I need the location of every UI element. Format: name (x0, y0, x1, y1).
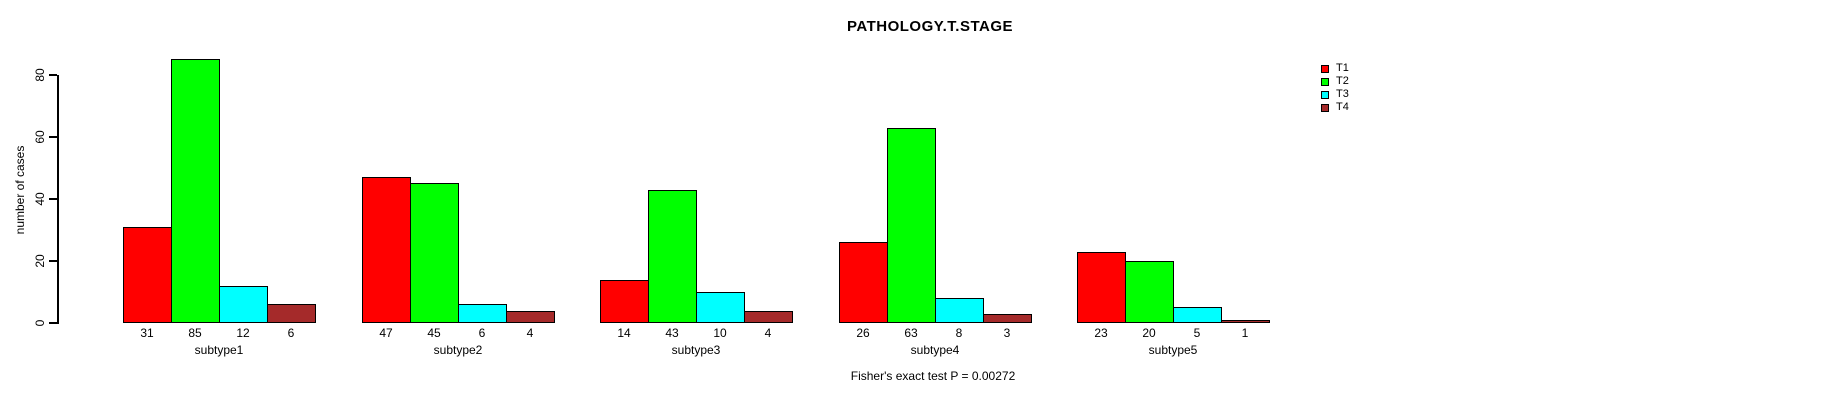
bar-value-label-subtype3-T2: 43 (665, 326, 679, 340)
legend-item-T4: T4 (1321, 101, 1349, 114)
bar-subtype5-T2 (1125, 261, 1174, 323)
y-tick-80 (49, 74, 57, 76)
bar-value-label-subtype4-T4: 3 (1003, 326, 1011, 340)
bar-subtype1-T1 (123, 227, 172, 323)
y-axis-line (57, 75, 59, 324)
bar-value-label-subtype5-T3: 5 (1193, 326, 1201, 340)
y-tick-label-60: 60 (33, 130, 47, 144)
bar-value-label-subtype4-T3: 8 (955, 326, 963, 340)
chart-title: PATHOLOGY.T.STAGE (846, 18, 1014, 35)
legend-swatch-T2 (1321, 77, 1329, 86)
y-tick-label-40: 40 (33, 192, 47, 206)
bar-subtype3-T3 (696, 292, 745, 323)
bar-value-label-subtype3-T1: 14 (617, 326, 631, 340)
legend-item-T2: T2 (1321, 75, 1349, 88)
bar-subtype2-T2 (410, 183, 459, 323)
y-tick-40 (49, 198, 57, 200)
bar-subtype2-T4 (506, 311, 555, 323)
bar-value-label-subtype5-T4: 1 (1241, 326, 1249, 340)
legend-label-T4: T4 (1336, 101, 1349, 113)
bar-subtype5-T3 (1173, 307, 1222, 323)
legend-item-T3: T3 (1321, 88, 1349, 101)
category-label-subtype1: subtype1 (194, 343, 244, 357)
fisher-test-annotation: Fisher's exact test P = 0.00272 (850, 369, 1016, 383)
bar-subtype4-T1 (839, 242, 888, 323)
bar-subtype3-T4 (744, 311, 793, 323)
bar-value-label-subtype1-T1: 31 (140, 326, 154, 340)
bar-subtype5-T4 (1221, 320, 1270, 323)
bar-subtype1-T3 (219, 286, 268, 323)
bar-subtype2-T1 (362, 177, 411, 323)
bar-value-label-subtype2-T4: 4 (526, 326, 534, 340)
bar-subtype5-T1 (1077, 252, 1126, 323)
legend-label-T1: T1 (1336, 62, 1349, 74)
bar-value-label-subtype1-T4: 6 (287, 326, 295, 340)
bar-value-label-subtype1-T3: 12 (236, 326, 250, 340)
y-tick-20 (49, 260, 57, 262)
category-label-subtype5: subtype5 (1148, 343, 1198, 357)
bar-subtype3-T1 (600, 280, 649, 323)
legend-label-T2: T2 (1336, 75, 1349, 87)
bar-value-label-subtype5-T2: 20 (1142, 326, 1156, 340)
bar-subtype3-T2 (648, 190, 697, 323)
bar-subtype2-T3 (458, 304, 507, 323)
legend-swatch-T3 (1321, 90, 1329, 99)
bar-subtype4-T2 (887, 128, 936, 323)
y-axis-label: number of cases (13, 145, 27, 235)
y-tick-label-20: 20 (33, 254, 47, 268)
y-tick-label-0: 0 (33, 319, 47, 327)
legend-item-T1: T1 (1321, 62, 1349, 75)
bar-value-label-subtype4-T2: 63 (904, 326, 918, 340)
bar-value-label-subtype1-T2: 85 (188, 326, 202, 340)
y-tick-label-80: 80 (33, 68, 47, 82)
bar-subtype1-T4 (267, 304, 316, 323)
bar-value-label-subtype3-T4: 4 (764, 326, 772, 340)
bar-value-label-subtype2-T1: 47 (379, 326, 393, 340)
bar-value-label-subtype4-T1: 26 (856, 326, 870, 340)
y-tick-60 (49, 136, 57, 138)
category-label-subtype3: subtype3 (671, 343, 721, 357)
bar-subtype4-T4 (983, 314, 1032, 323)
legend-label-T3: T3 (1336, 88, 1349, 100)
legend: T1 T2 T3 T4 (1321, 62, 1349, 114)
bar-subtype4-T3 (935, 298, 984, 323)
y-tick-0 (49, 322, 57, 324)
category-label-subtype4: subtype4 (910, 343, 960, 357)
legend-swatch-T4 (1321, 103, 1329, 112)
legend-swatch-T1 (1321, 64, 1329, 73)
bar-value-label-subtype2-T3: 6 (478, 326, 486, 340)
bar-value-label-subtype5-T1: 23 (1094, 326, 1108, 340)
bar-value-label-subtype2-T2: 45 (427, 326, 441, 340)
bar-subtype1-T2 (171, 59, 220, 323)
category-label-subtype2: subtype2 (433, 343, 483, 357)
bar-value-label-subtype3-T3: 10 (713, 326, 727, 340)
